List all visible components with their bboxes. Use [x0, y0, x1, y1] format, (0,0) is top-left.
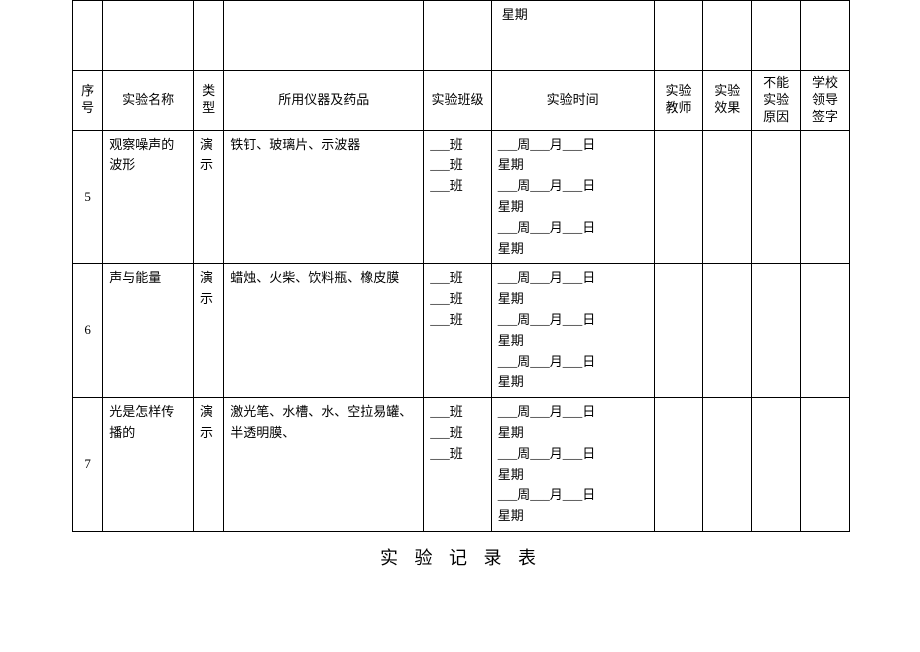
cell-reason — [752, 264, 801, 398]
cell-sign — [801, 398, 850, 532]
cell-sign — [801, 130, 850, 264]
page-title: 实 验 记 录 表 — [72, 544, 850, 570]
cell-name: 光是怎样传播的 — [103, 398, 194, 532]
cell-seq: 5 — [73, 130, 103, 264]
cell-effect — [703, 398, 752, 532]
header-type: 类型 — [193, 71, 223, 131]
stub-cell — [224, 1, 424, 71]
cell-equip: 激光笔、水槽、水、空拉易罐、半透明膜、 — [224, 398, 424, 532]
table-stub-row: 星期 — [73, 1, 850, 71]
cell-class: ___班___班___班 — [424, 398, 491, 532]
cell-equip: 蜡烛、火柴、饮料瓶、橡皮膜 — [224, 264, 424, 398]
header-name: 实验名称 — [103, 71, 194, 131]
stub-cell — [73, 1, 103, 71]
cell-sign — [801, 264, 850, 398]
header-class: 实验班级 — [424, 71, 491, 131]
stub-cell — [103, 1, 194, 71]
stub-cell — [193, 1, 223, 71]
header-reason: 不能实验原因 — [752, 71, 801, 131]
cell-time: ___周___月___日星期___周___月___日星期___周___月___日… — [491, 130, 654, 264]
cell-name: 声与能量 — [103, 264, 194, 398]
header-sign: 学校领导签字 — [801, 71, 850, 131]
stub-cell — [703, 1, 752, 71]
cell-effect — [703, 130, 752, 264]
stub-cell — [424, 1, 491, 71]
stub-cell — [654, 1, 703, 71]
stub-cell — [801, 1, 850, 71]
cell-class: ___班___班___班 — [424, 130, 491, 264]
cell-teacher — [654, 398, 703, 532]
cell-teacher — [654, 130, 703, 264]
table-row: 6 声与能量 演示 蜡烛、火柴、饮料瓶、橡皮膜 ___班___班___班 ___… — [73, 264, 850, 398]
table-header-row: 序号 实验名称 类型 所用仪器及药品 实验班级 实验时间 实验教师 实验效果 不… — [73, 71, 850, 131]
experiment-table: 星期 序号 实验名称 类型 所用仪器及药品 实验班级 实验时间 实验教师 实验效… — [72, 0, 850, 532]
cell-time: ___周___月___日星期___周___月___日星期___周___月___日… — [491, 264, 654, 398]
table-row: 5 观察噪声的波形 演示 铁钉、玻璃片、示波器 ___班___班___班 ___… — [73, 130, 850, 264]
cell-type: 演示 — [193, 398, 223, 532]
cell-type: 演示 — [193, 264, 223, 398]
stub-cell — [752, 1, 801, 71]
stub-time-cell: 星期 — [491, 1, 654, 71]
cell-time: ___周___月___日星期___周___月___日星期___周___月___日… — [491, 398, 654, 532]
cell-seq: 6 — [73, 264, 103, 398]
cell-class: ___班___班___班 — [424, 264, 491, 398]
header-equip: 所用仪器及药品 — [224, 71, 424, 131]
cell-reason — [752, 398, 801, 532]
header-time: 实验时间 — [491, 71, 654, 131]
cell-type: 演示 — [193, 130, 223, 264]
header-teacher: 实验教师 — [654, 71, 703, 131]
header-effect: 实验效果 — [703, 71, 752, 131]
cell-equip: 铁钉、玻璃片、示波器 — [224, 130, 424, 264]
table-row: 7 光是怎样传播的 演示 激光笔、水槽、水、空拉易罐、半透明膜、 ___班___… — [73, 398, 850, 532]
header-seq: 序号 — [73, 71, 103, 131]
cell-effect — [703, 264, 752, 398]
cell-seq: 7 — [73, 398, 103, 532]
cell-name: 观察噪声的波形 — [103, 130, 194, 264]
cell-teacher — [654, 264, 703, 398]
cell-reason — [752, 130, 801, 264]
